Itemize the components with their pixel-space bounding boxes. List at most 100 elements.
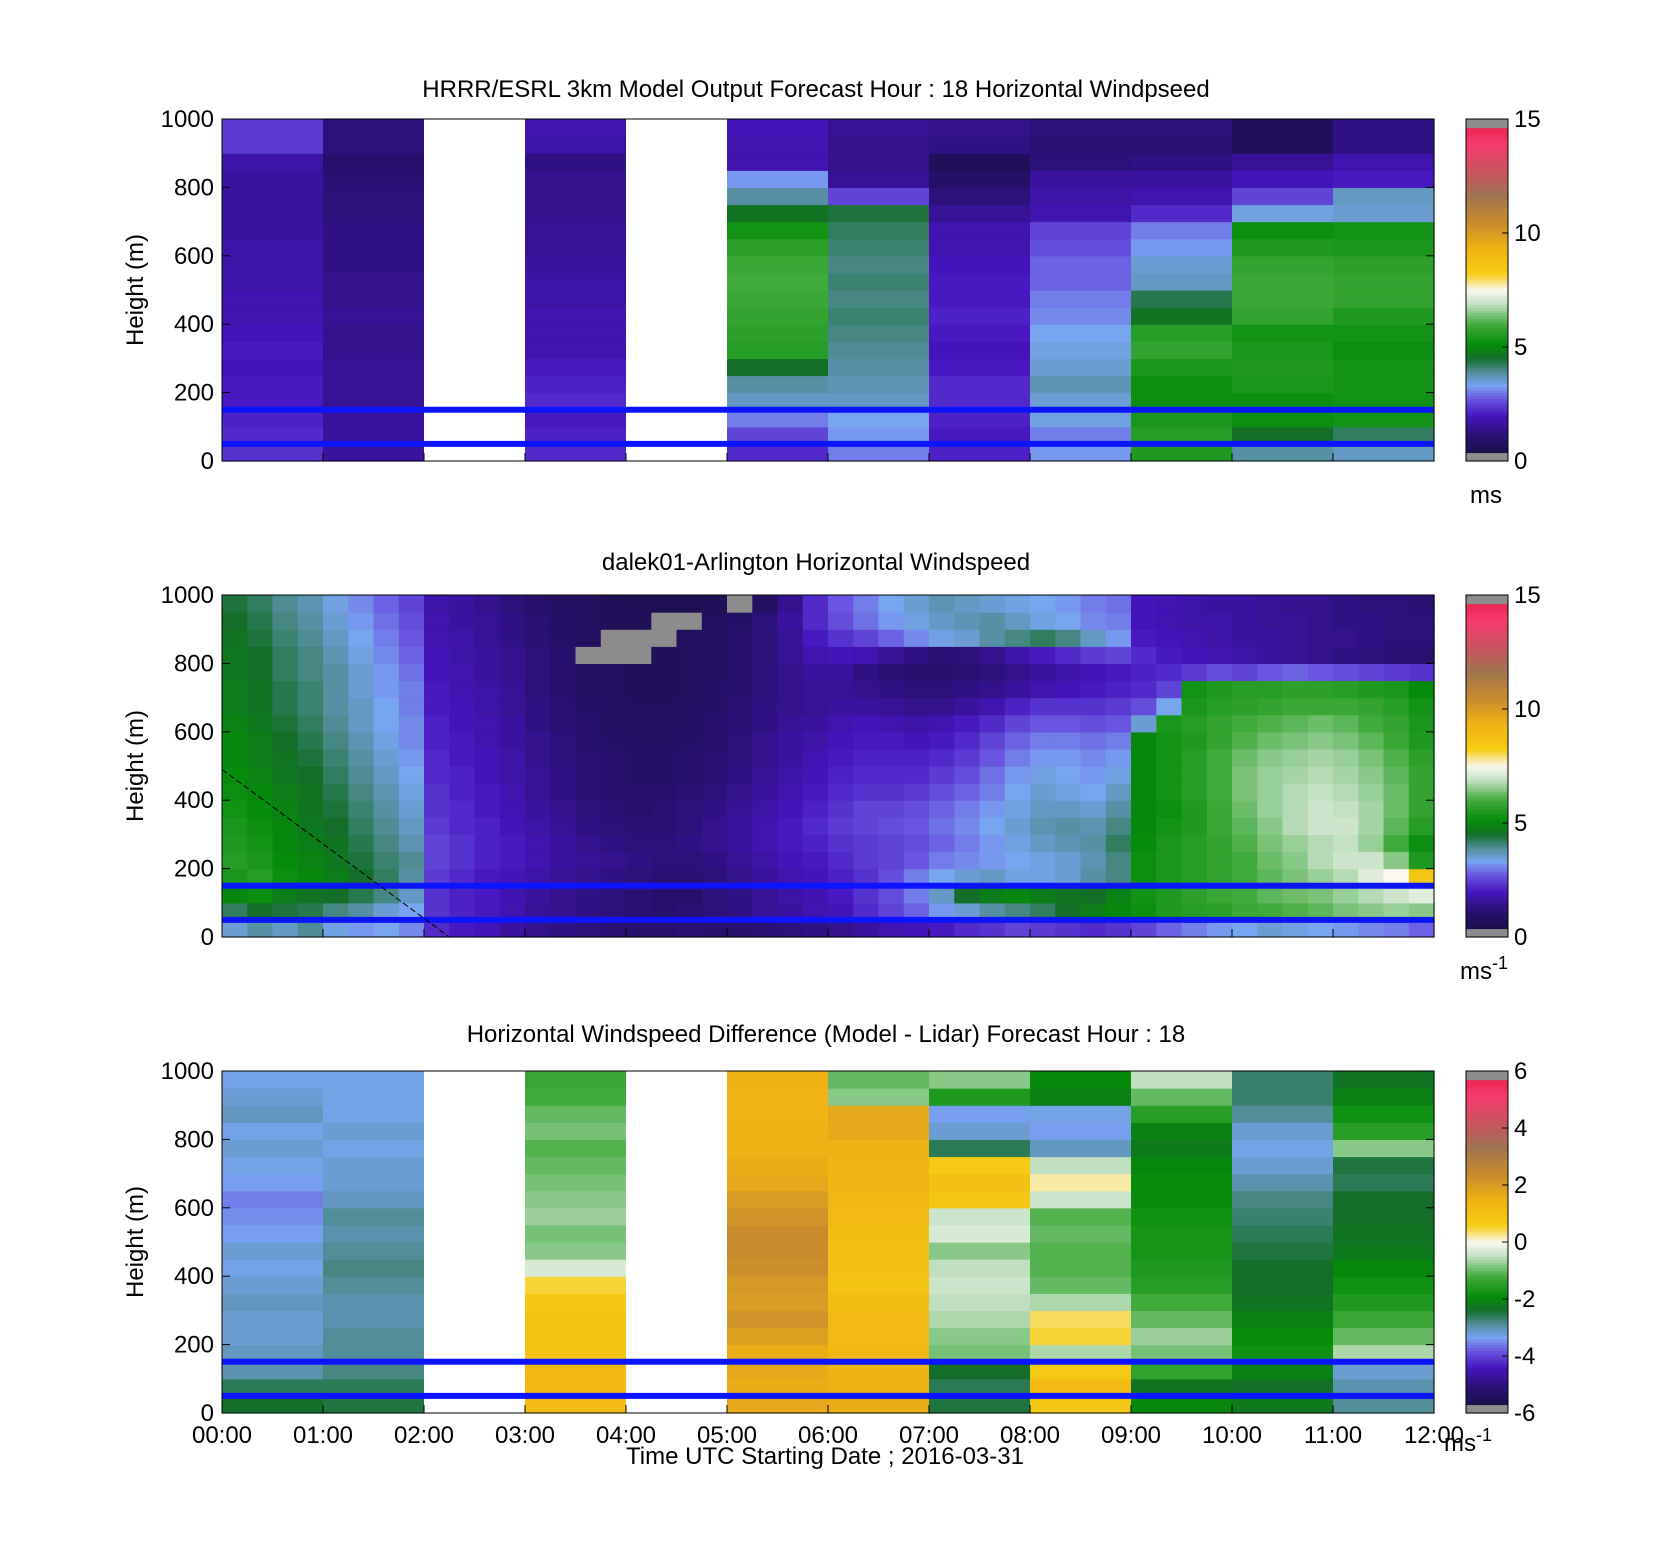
heatmap-cell (802, 595, 829, 613)
heatmap-cell (1030, 766, 1056, 784)
heatmap-cell (1408, 714, 1435, 733)
heatmap-cell (727, 834, 753, 853)
heatmap-cell (777, 919, 804, 938)
heatmap-cell (1131, 1224, 1233, 1243)
heatmap-cell (575, 783, 602, 801)
colorbar-swatch (1466, 637, 1508, 642)
heatmap-cell (701, 731, 728, 750)
heatmap-cell (626, 919, 652, 938)
heatmap-cell (1333, 612, 1359, 630)
colorbar-swatch (1466, 1133, 1508, 1138)
heatmap-cell (802, 885, 829, 904)
heatmap-cell (323, 1361, 425, 1380)
colorbar-swatch (1466, 1093, 1508, 1098)
colorbar-swatch (1466, 1073, 1508, 1078)
heatmap-cell (272, 851, 299, 870)
heatmap-cell (1206, 783, 1233, 801)
heatmap-cell (929, 1310, 1031, 1329)
heatmap-cell (1232, 1207, 1334, 1226)
heatmap-cell (323, 902, 349, 921)
heatmap-cell (626, 1156, 728, 1175)
heatmap-cell (1333, 409, 1435, 428)
heatmap-cell (828, 1310, 930, 1329)
heatmap-cell (1131, 290, 1233, 308)
heatmap-cell (828, 375, 930, 394)
heatmap-cell (802, 800, 829, 818)
colorbar-swatch (1466, 258, 1508, 263)
heatmap-cell (626, 341, 728, 359)
heatmap-cell (1333, 1293, 1435, 1311)
colorbar-swatch (1466, 338, 1508, 342)
heatmap-cell (1232, 1173, 1334, 1192)
heatmap-cell (373, 629, 400, 647)
heatmap-cell (1131, 1139, 1233, 1158)
heatmap-cell (828, 1207, 930, 1226)
colorbar-swatch (1466, 686, 1508, 690)
heatmap-cell (1383, 612, 1410, 630)
heatmap-cell (727, 731, 753, 750)
heatmap-cell (1282, 834, 1309, 853)
heatmap-cell (550, 663, 577, 682)
heatmap-cell (802, 817, 829, 835)
heatmap-cell (929, 443, 1031, 462)
heatmap-cell (1030, 1395, 1132, 1414)
heatmap-cell (600, 646, 627, 664)
y-tick-label: 200 (174, 380, 214, 407)
y-tick-label: 1000 (161, 1058, 214, 1085)
heatmap-cell (1030, 1122, 1132, 1140)
heatmap-cell (752, 817, 779, 835)
heatmap-cell (1333, 1310, 1435, 1329)
colorbar-swatch (1466, 130, 1508, 134)
heatmap-cell (323, 919, 349, 938)
heatmap-cell (424, 358, 526, 377)
heatmap-cell (1358, 714, 1385, 733)
heatmap-cell (903, 697, 930, 716)
heatmap-cell (1358, 680, 1385, 699)
heatmap-cell (600, 885, 627, 904)
heatmap-cell (1030, 324, 1132, 342)
y-tick-label: 800 (174, 1126, 214, 1153)
heatmap-cell (979, 783, 1006, 801)
heatmap-cell (398, 919, 425, 938)
heatmap-cell (727, 136, 829, 154)
heatmap-cell (929, 324, 1031, 342)
heatmap-cell (1105, 612, 1132, 630)
heatmap-cell (626, 1088, 728, 1106)
colorbar-swatch (1466, 919, 1508, 924)
heatmap-cell (651, 595, 678, 613)
heatmap-cell (398, 731, 425, 750)
x-tick-label: 01:00 (293, 1422, 353, 1449)
heatmap-cell (323, 595, 349, 613)
colorbar-swatch (1466, 1364, 1508, 1368)
heatmap-cell (903, 663, 930, 682)
heatmap-cell (929, 170, 1031, 188)
heatmap-cell (626, 119, 728, 137)
heatmap-cell (727, 1259, 829, 1277)
heatmap-cell (1080, 595, 1107, 613)
heatmap-cell (398, 766, 425, 784)
heatmap-cell (1105, 817, 1132, 835)
heatmap-cell (1383, 817, 1410, 835)
colorbar-swatch (1466, 922, 1508, 927)
heatmap-cell (525, 714, 551, 733)
heatmap-cell (828, 817, 854, 835)
heatmap-cell (323, 1088, 425, 1106)
heatmap-cell (323, 221, 425, 240)
heatmap-cell (979, 834, 1006, 853)
heatmap-cell (247, 766, 274, 784)
heatmap-cell (1030, 187, 1132, 206)
heatmap-cell (802, 731, 829, 750)
heatmap-cell (1181, 680, 1208, 699)
heatmap-cell (676, 800, 703, 818)
heatmap-cell (424, 1242, 526, 1260)
heatmap-cell (424, 714, 450, 733)
heatmap-cell (550, 834, 577, 853)
heatmap-cell (1131, 1156, 1233, 1175)
heatmap-cell (550, 868, 577, 887)
heatmap-cell (1358, 697, 1385, 716)
colorbar-swatch (1466, 888, 1508, 892)
heatmap-cell (752, 766, 779, 784)
heatmap-cell (1206, 629, 1233, 647)
colorbar-swatch (1466, 683, 1508, 687)
heatmap-cell (828, 1344, 930, 1363)
